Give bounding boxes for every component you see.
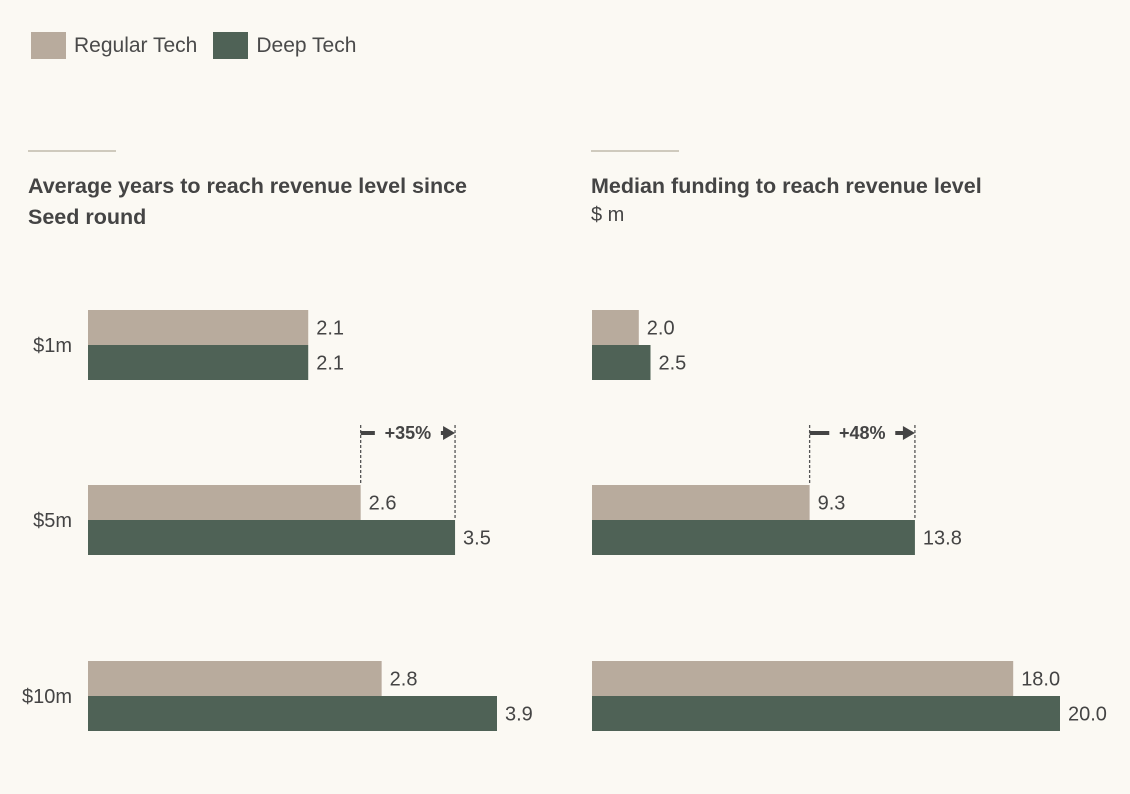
right-bar: [592, 696, 1060, 731]
right-panel-rule: [591, 150, 679, 152]
right-panel-title: Median funding to reach revenue level: [591, 171, 1111, 202]
left-annotation-arrowhead: [443, 426, 456, 440]
left-bar-value-label: 3.9: [505, 704, 533, 726]
right-bar-value-label: 9.3: [818, 493, 846, 515]
right-bar-value-label: 2.5: [659, 353, 687, 375]
left-bar: [88, 696, 497, 731]
left-panel-title-line-1: Average years to reach revenue level sin…: [28, 174, 468, 198]
legend-item-regular-tech: Regular Tech: [31, 32, 197, 59]
left-bar: [88, 485, 361, 520]
right-bar: [592, 661, 1014, 696]
legend-label-regular-tech: Regular Tech: [74, 33, 198, 57]
left-panel-title: Average years to reach revenue level sin…: [28, 171, 498, 233]
left-bar-value-label: 2.8: [390, 669, 418, 691]
right-bar: [592, 310, 639, 345]
legend: Regular Tech Deep Tech: [31, 32, 372, 59]
left-bar: [88, 520, 456, 555]
left-bar: [88, 310, 309, 345]
right-bar-value-label: 20.0: [1068, 704, 1107, 726]
left-panel-rule: [28, 150, 116, 152]
left-bar-value-label: 2.1: [316, 353, 344, 375]
left-bar-value-label: 3.5: [463, 528, 491, 550]
left-bar: [88, 661, 382, 696]
right-panel-title-line-1: Median funding to reach revenue level: [591, 174, 982, 198]
left-category-label: $10m: [22, 686, 72, 708]
left-panel-title-line-2: Seed round: [28, 205, 147, 229]
left-annotation-label: +35%: [385, 423, 432, 443]
right-annotation-arrowhead: [902, 426, 915, 440]
right-bar-value-label: 2.0: [647, 318, 675, 340]
right-bar: [592, 485, 810, 520]
legend-swatch-deep-tech: [213, 32, 249, 59]
right-bar-value-label: 13.8: [923, 528, 962, 550]
right-bar: [592, 345, 651, 380]
left-bar: [88, 345, 309, 380]
left-category-label: $5m: [33, 510, 72, 532]
left-bar-value-label: 2.6: [369, 493, 397, 515]
legend-item-deep-tech: Deep Tech: [213, 32, 356, 59]
left-category-label: $1m: [33, 335, 72, 357]
legend-label-deep-tech: Deep Tech: [256, 33, 357, 57]
right-annotation-label: +48%: [839, 423, 886, 443]
left-bar-value-label: 2.1: [316, 318, 344, 340]
right-bar: [592, 520, 915, 555]
right-bar-value-label: 18.0: [1021, 669, 1060, 691]
right-panel-subtitle: $ m: [591, 204, 625, 226]
legend-swatch-regular-tech: [31, 32, 66, 59]
